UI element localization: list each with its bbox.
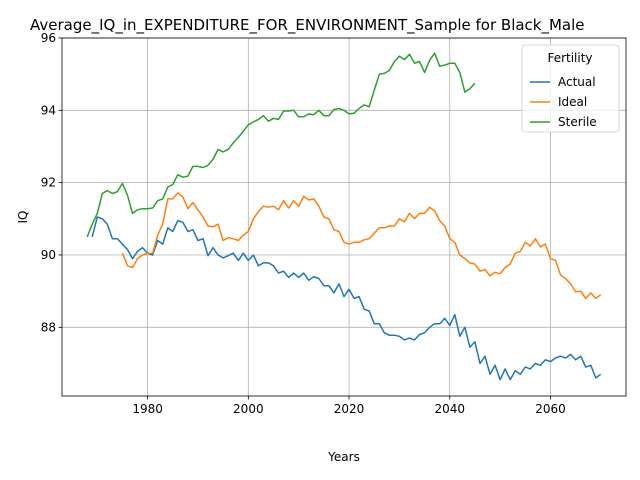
series-line-actual: [91, 216, 602, 381]
series-lines: [86, 52, 602, 381]
x-tick-label: 2020: [334, 402, 365, 416]
y-tick-label: 92: [41, 176, 56, 190]
series-line-sterile: [86, 52, 476, 238]
legend-entries: Actual Ideal Sterile: [530, 75, 597, 129]
x-tick-label: 2060: [535, 402, 566, 416]
y-tick-label: 88: [41, 320, 56, 334]
plot-frame: [61, 37, 627, 397]
y-tick-label: 90: [41, 248, 56, 262]
legend-title: Fertility: [547, 51, 592, 65]
x-tick-label: 2040: [434, 402, 465, 416]
legend-label-ideal: Ideal: [558, 95, 587, 109]
x-axis-label: Years: [327, 450, 360, 464]
legend-label-actual: Actual: [558, 75, 596, 89]
y-axis-label: IQ: [16, 211, 30, 224]
legend-box: [521, 44, 620, 133]
chart-title: Average_IQ_in_EXPENDITURE_FOR_ENVIRONMEN…: [30, 16, 585, 35]
y-tick-label: 96: [41, 31, 56, 45]
x-tick-label: 2000: [233, 402, 264, 416]
legend: Fertility Actual Ideal Sterile: [521, 44, 620, 133]
x-tick-label: 1980: [132, 402, 163, 416]
y-tick-label: 94: [41, 103, 56, 117]
axes: 1980 2000 2020 2040 2060 88 90 92 94 96: [41, 31, 566, 416]
legend-label-sterile: Sterile: [558, 115, 597, 129]
series-line-ideal: [121, 192, 602, 300]
